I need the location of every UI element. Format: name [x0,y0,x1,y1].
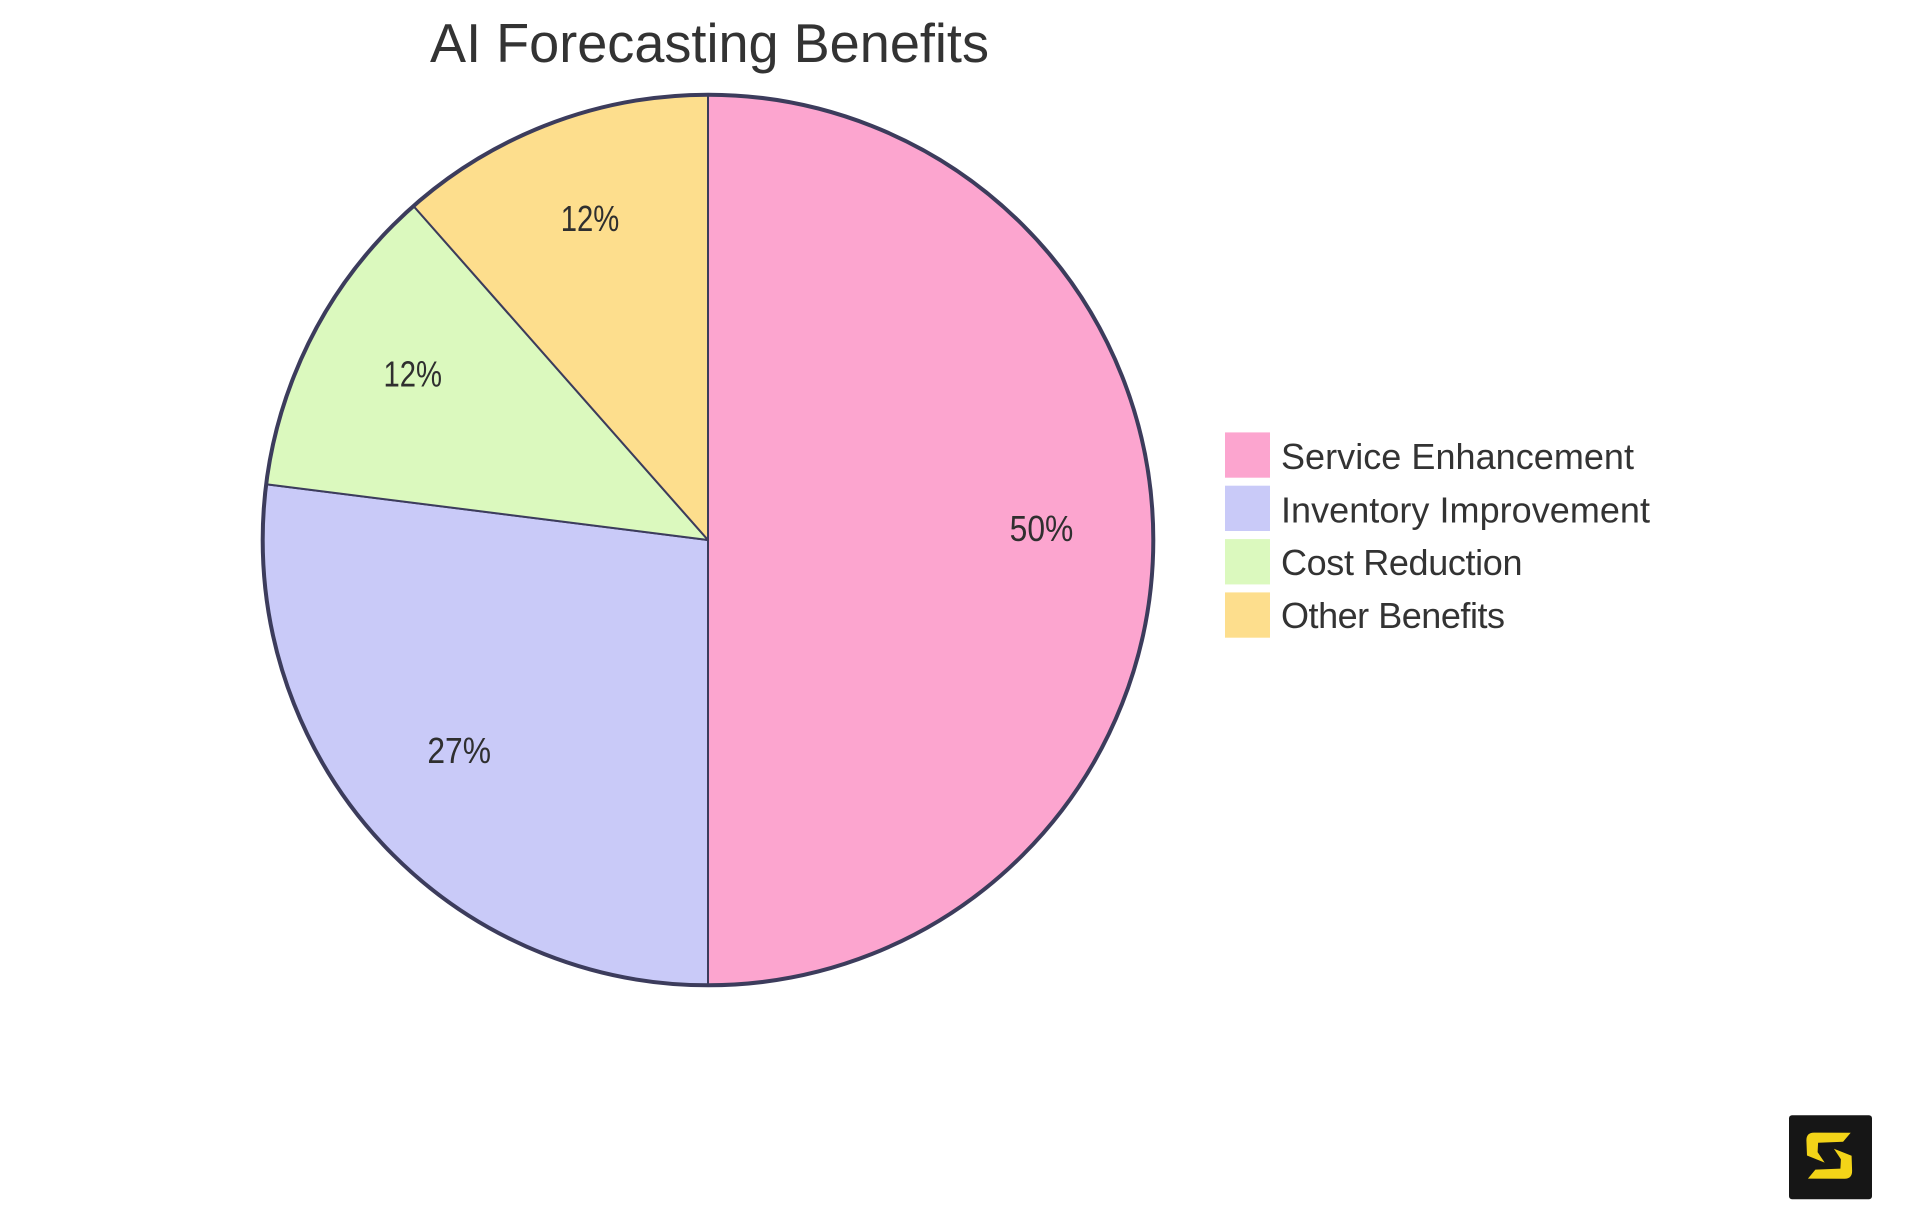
svg-text:50%: 50% [1010,508,1074,549]
svg-text:12%: 12% [384,354,443,395]
svg-text:27%: 27% [427,730,491,771]
svg-text:Inventory Improvement: Inventory Improvement [1281,490,1650,531]
svg-text:AI Forecasting Benefits: AI Forecasting Benefits [430,12,989,74]
svg-text:Service Enhancement: Service Enhancement [1281,436,1634,477]
svg-text:Other Benefits: Other Benefits [1281,595,1505,636]
svg-text:12%: 12% [561,198,620,239]
svg-text:Cost Reduction: Cost Reduction [1281,542,1523,583]
